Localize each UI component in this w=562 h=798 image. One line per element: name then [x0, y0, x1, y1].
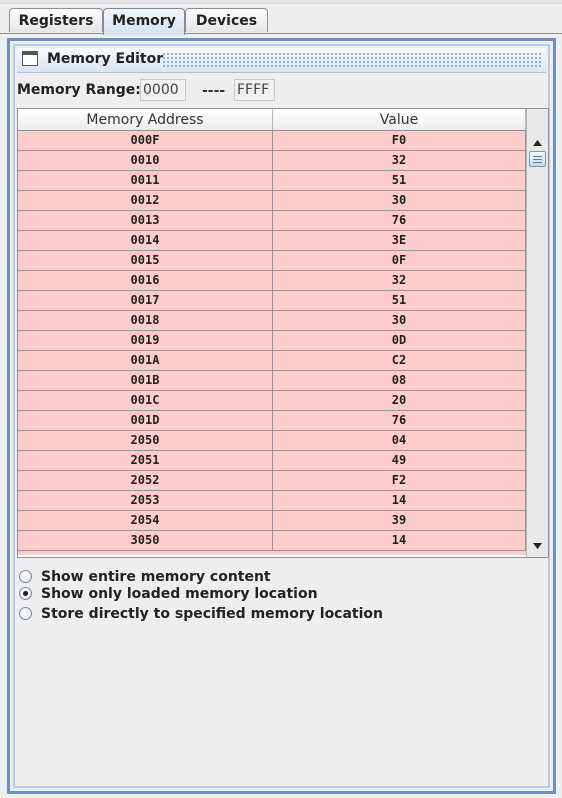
table-header: Memory Address Value — [18, 109, 526, 131]
value-cell[interactable]: 39 — [273, 511, 526, 531]
address-cell[interactable]: 0019 — [18, 331, 273, 351]
column-header-address[interactable]: Memory Address — [18, 109, 273, 131]
memory-range-label: Memory Range: — [17, 82, 141, 98]
table-row[interactable]: 0016 32 — [18, 271, 526, 291]
value-cell[interactable]: 30 — [273, 311, 526, 331]
address-cell[interactable]: 0014 — [18, 231, 273, 251]
table-row[interactable]: 3050 14 — [18, 531, 526, 551]
address-cell[interactable]: 001D — [18, 411, 273, 431]
tab-bar: Registers Memory Devices — [0, 0, 562, 35]
table-row[interactable]: 000F F0 — [18, 131, 526, 151]
scroll-up-arrow-icon[interactable] — [528, 134, 547, 152]
table-row[interactable]: 0017 51 — [18, 291, 526, 311]
value-cell[interactable]: 32 — [273, 151, 526, 171]
value-cell[interactable]: 0D — [273, 331, 526, 351]
address-cell[interactable]: 0010 — [18, 151, 273, 171]
address-cell[interactable]: 0013 — [18, 211, 273, 231]
option-label: Store directly to specified memory locat… — [41, 606, 384, 622]
table-row[interactable]: 0014 3E — [18, 231, 526, 251]
option-show-loaded-memory[interactable]: Show only loaded memory location — [19, 586, 419, 605]
option-label: Show entire memory content — [41, 569, 271, 585]
address-cell[interactable]: 000F — [18, 131, 273, 151]
value-cell[interactable]: C2 — [273, 351, 526, 371]
value-cell[interactable]: 08 — [273, 371, 526, 391]
option-store-directly[interactable]: Store directly to specified memory locat… — [19, 606, 419, 625]
value-cell[interactable]: 04 — [273, 431, 526, 451]
memory-editor-title: Memory Editor — [47, 51, 164, 67]
value-cell[interactable]: 76 — [273, 211, 526, 231]
window-icon — [22, 51, 38, 66]
vertical-scrollbar[interactable] — [526, 109, 548, 557]
table-row[interactable]: 001C 20 — [18, 391, 526, 411]
address-cell[interactable]: 0017 — [18, 291, 273, 311]
table-row[interactable]: 0018 30 — [18, 311, 526, 331]
memory-editor-frame: Memory Editor Memory Range: 0000 ---- FF… — [13, 44, 550, 788]
value-cell[interactable]: F2 — [273, 471, 526, 491]
value-cell[interactable]: 76 — [273, 411, 526, 431]
column-header-value[interactable]: Value — [273, 109, 526, 131]
memory-range-row: Memory Range: 0000 ---- FFFF — [15, 76, 548, 106]
address-cell[interactable]: 2052 — [18, 471, 273, 491]
memory-table: Memory Address Value 000F F0 0010 32 0011 51 0… — [17, 108, 549, 558]
address-cell[interactable]: 3050 — [18, 531, 273, 551]
value-cell[interactable]: 49 — [273, 451, 526, 471]
memory-editor-titlebar: Memory Editor — [17, 48, 546, 73]
table-row[interactable]: 0019 0D — [18, 331, 526, 351]
tab-registers[interactable]: Registers — [9, 8, 103, 32]
radio-button[interactable] — [19, 607, 32, 620]
scroll-thumb[interactable] — [529, 151, 546, 167]
address-cell[interactable]: 2050 — [18, 431, 273, 451]
top-strip — [0, 0, 562, 4]
address-cell[interactable]: 0018 — [18, 311, 273, 331]
address-cell[interactable]: 2053 — [18, 491, 273, 511]
table-row[interactable]: 2052 F2 — [18, 471, 526, 491]
address-cell[interactable]: 001A — [18, 351, 273, 371]
value-cell[interactable]: 0F — [273, 251, 526, 271]
titlebar-grip — [162, 52, 542, 68]
memory-panel: Memory Editor Memory Range: 0000 ---- FF… — [7, 38, 556, 794]
value-cell[interactable]: 14 — [273, 531, 526, 551]
table-row[interactable]: 0012 30 — [18, 191, 526, 211]
value-cell[interactable]: 32 — [273, 271, 526, 291]
radio-button-selected[interactable] — [19, 587, 32, 600]
scroll-down-arrow-icon[interactable] — [528, 537, 547, 555]
table-row[interactable]: 001D 76 — [18, 411, 526, 431]
table-row[interactable]: 0011 51 — [18, 171, 526, 191]
table-row[interactable]: 2050 04 — [18, 431, 526, 451]
value-cell[interactable]: 51 — [273, 291, 526, 311]
table-row[interactable]: 0010 32 — [18, 151, 526, 171]
value-cell[interactable]: 3E — [273, 231, 526, 251]
table-row[interactable]: 001B 08 — [18, 371, 526, 391]
address-cell[interactable]: 001C — [18, 391, 273, 411]
table-row[interactable]: 0013 76 — [18, 211, 526, 231]
address-cell[interactable]: 001B — [18, 371, 273, 391]
option-show-entire-memory[interactable]: Show entire memory content — [19, 569, 419, 588]
address-cell[interactable]: 2051 — [18, 451, 273, 471]
table-row[interactable]: 2051 49 — [18, 451, 526, 471]
table-row[interactable]: 2053 14 — [18, 491, 526, 511]
address-cell[interactable]: 0015 — [18, 251, 273, 271]
value-cell[interactable]: F0 — [273, 131, 526, 151]
range-start-field[interactable]: 0000 — [140, 79, 186, 101]
table-row[interactable]: 001A C2 — [18, 351, 526, 371]
range-separator: ---- — [202, 83, 226, 99]
option-label: Show only loaded memory location — [41, 586, 318, 602]
table-row[interactable]: 2054 39 — [18, 511, 526, 531]
tab-devices[interactable]: Devices — [185, 8, 268, 32]
address-cell[interactable]: 2054 — [18, 511, 273, 531]
range-end-field[interactable]: FFFF — [234, 79, 275, 101]
address-cell[interactable]: 0012 — [18, 191, 273, 211]
tab-memory[interactable]: Memory — [103, 8, 185, 35]
value-cell[interactable]: 14 — [273, 491, 526, 511]
value-cell[interactable]: 51 — [273, 171, 526, 191]
value-cell[interactable]: 20 — [273, 391, 526, 411]
value-cell[interactable]: 30 — [273, 191, 526, 211]
address-cell[interactable]: 0011 — [18, 171, 273, 191]
table-body: 000F F0 0010 32 0011 51 0012 30 0013 76 0014 3E 0015… — [18, 131, 526, 555]
table-row[interactable]: 0015 0F — [18, 251, 526, 271]
tab-panel-border — [0, 33, 562, 34]
radio-button[interactable] — [19, 570, 32, 583]
address-cell[interactable]: 0016 — [18, 271, 273, 291]
